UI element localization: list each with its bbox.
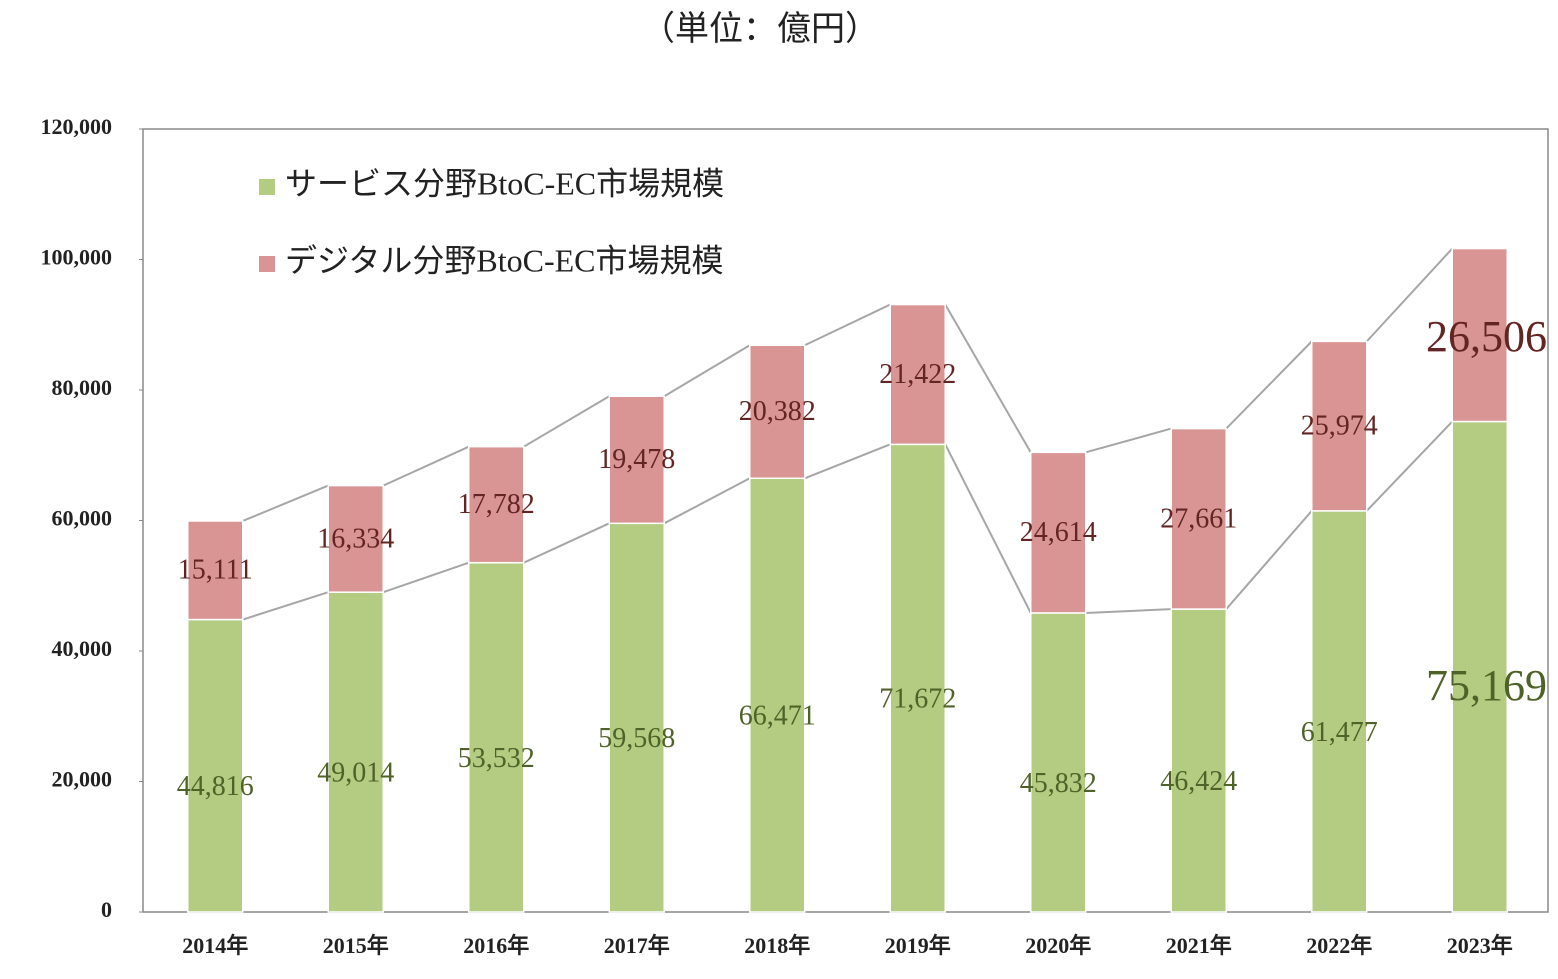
connector-line — [663, 477, 751, 525]
bar — [1451, 420, 1508, 913]
connector-line — [1366, 247, 1453, 343]
value-label: 71,672 — [879, 684, 956, 715]
connector-line — [1225, 510, 1313, 610]
bar — [889, 443, 946, 913]
bar — [1311, 510, 1368, 913]
value-label: 17,782 — [458, 489, 535, 520]
y-tick-label: 100,000 — [41, 245, 113, 270]
y-tick-label: 40,000 — [52, 636, 113, 661]
bar — [468, 561, 525, 913]
connector-line — [242, 591, 329, 621]
value-label: 15,111 — [178, 555, 253, 586]
value-label: 24,614 — [1020, 517, 1097, 548]
x-tick-label: 2019年 — [885, 933, 951, 958]
value-label: 27,661 — [1160, 503, 1237, 534]
x-tick-label: 2015年 — [323, 933, 389, 958]
bar — [1451, 247, 1508, 423]
x-tick-label: 2020年 — [1025, 933, 1091, 958]
legend-swatch — [259, 256, 275, 272]
bar — [608, 522, 665, 913]
bar — [1170, 608, 1227, 913]
value-label: 16,334 — [317, 523, 394, 554]
value-label: 19,478 — [598, 444, 675, 475]
connector-line — [1225, 340, 1313, 430]
x-tick-label: 2022年 — [1306, 933, 1372, 958]
value-label: 66,471 — [739, 701, 816, 732]
y-tick-label: 0 — [101, 897, 112, 922]
value-label: 59,568 — [598, 723, 675, 754]
bar — [187, 520, 244, 621]
bar — [1311, 340, 1368, 512]
value-label: 49,014 — [317, 758, 394, 789]
connector-line — [523, 522, 610, 564]
connector-line — [944, 304, 1032, 453]
bar — [327, 591, 384, 913]
bar — [889, 303, 946, 446]
bar — [749, 477, 806, 913]
bar — [608, 395, 665, 525]
connector-line — [804, 443, 891, 480]
value-label: 46,424 — [1160, 766, 1237, 797]
bar — [1030, 451, 1087, 614]
legend-swatch — [259, 179, 275, 195]
value-label: 20,382 — [739, 396, 816, 427]
x-tick-label: 2014年 — [182, 933, 248, 958]
y-tick-label: 120,000 — [41, 114, 113, 139]
connector-line — [804, 303, 891, 347]
bar — [1030, 612, 1087, 913]
connector-line — [1366, 420, 1453, 512]
x-tick-label: 2021年 — [1166, 933, 1232, 958]
chart-title: （単位：億円） — [641, 10, 879, 48]
value-label: 61,477 — [1301, 717, 1378, 748]
connector-line — [382, 445, 470, 487]
value-label: 45,832 — [1020, 768, 1097, 799]
legend-label: デジタル分野BtoC-EC市場規模 — [285, 242, 724, 278]
x-tick-label: 2018年 — [744, 933, 810, 958]
value-label: 75,169 — [1426, 661, 1547, 710]
connector-line — [944, 443, 1032, 614]
y-tick-label: 80,000 — [52, 375, 113, 400]
connector-line — [1085, 427, 1172, 454]
value-label: 53,532 — [458, 743, 535, 774]
bar — [749, 344, 806, 480]
value-label: 26,506 — [1426, 312, 1547, 361]
x-tick-label: 2016年 — [463, 933, 529, 958]
bar — [468, 445, 525, 564]
y-tick-label: 60,000 — [52, 506, 113, 531]
connector-line — [242, 484, 329, 522]
value-label: 25,974 — [1301, 411, 1378, 442]
x-tick-label: 2017年 — [604, 933, 670, 958]
bar — [1170, 427, 1227, 610]
y-tick-label: 20,000 — [52, 767, 113, 792]
x-tick-label: 2023年 — [1447, 933, 1513, 958]
bar — [187, 618, 244, 913]
value-label: 21,422 — [879, 359, 956, 390]
legend-label: サービス分野BtoC-EC市場規模 — [285, 165, 724, 201]
connector-line — [523, 395, 610, 448]
value-label: 44,816 — [177, 771, 254, 802]
connector-line — [663, 344, 751, 398]
connector-line — [382, 561, 470, 594]
bar — [327, 484, 384, 593]
connector-line — [1085, 608, 1172, 614]
